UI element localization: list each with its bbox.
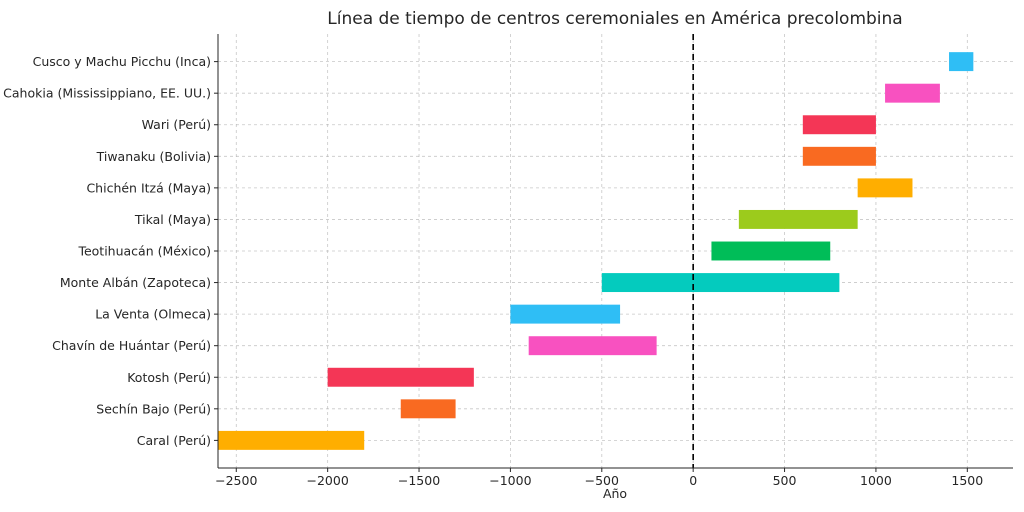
bars bbox=[218, 52, 974, 450]
y-tick-label: Wari (Perú) bbox=[142, 117, 211, 132]
timeline-bar bbox=[327, 367, 474, 387]
x-tick-label: −1500 bbox=[398, 473, 440, 488]
x-tick-label: 0 bbox=[689, 473, 697, 488]
x-tick-label: −2000 bbox=[307, 473, 349, 488]
x-tick-label: −2500 bbox=[215, 473, 257, 488]
timeline-bar bbox=[738, 209, 858, 229]
chart-title: Línea de tiempo de centros ceremoniales … bbox=[327, 9, 902, 29]
timeline-bar bbox=[857, 178, 913, 198]
timeline-bar bbox=[802, 146, 876, 166]
x-tick-labels: −2500 −2000 −1500 −1000 −500 0 500 1000 1500 bbox=[215, 473, 983, 488]
x-tick-label: −1000 bbox=[489, 473, 531, 488]
timeline-bar bbox=[400, 399, 456, 419]
y-tick-labels: Caral (Perú) Sechín Bajo (Perú) Kotosh (Pe… bbox=[3, 54, 211, 448]
y-tick-label: Monte Albán (Zapoteca) bbox=[60, 275, 211, 290]
x-tick-label: 1500 bbox=[951, 473, 983, 488]
y-tick-label: Chichén Itzá (Maya) bbox=[86, 180, 211, 195]
x-tick-label: 500 bbox=[773, 473, 797, 488]
timeline-bar bbox=[601, 273, 840, 293]
y-tick-label: Chavín de Huántar (Perú) bbox=[52, 338, 211, 353]
x-axis-label: Año bbox=[603, 486, 627, 501]
timeline-bar bbox=[528, 336, 657, 356]
y-tick-label: Cahokia (Mississippiano, EE. UU.) bbox=[3, 86, 211, 101]
timeline-bar bbox=[802, 115, 876, 135]
timeline-bar bbox=[510, 304, 621, 324]
x-tick-label: −500 bbox=[585, 473, 619, 488]
y-tick-label: Kotosh (Perú) bbox=[127, 370, 211, 385]
timeline-bar bbox=[218, 430, 365, 450]
y-tick-label: Tikal (Maya) bbox=[134, 212, 211, 227]
timeline-bar bbox=[949, 52, 974, 72]
x-tick-label: 1000 bbox=[860, 473, 892, 488]
y-tick-label: Cusco y Machu Picchu (Inca) bbox=[33, 54, 211, 69]
y-tick-label: Teotihuacán (México) bbox=[77, 244, 211, 259]
y-tick-label: Sechín Bajo (Perú) bbox=[96, 401, 211, 416]
y-tick-label: La Venta (Olmeca) bbox=[95, 307, 211, 322]
y-tick-label: Caral (Perú) bbox=[137, 433, 211, 448]
timeline-bar bbox=[711, 241, 831, 261]
timeline-bar bbox=[885, 83, 940, 103]
axes bbox=[214, 34, 1013, 472]
y-tick-label: Tiwanaku (Bolivia) bbox=[96, 149, 211, 164]
